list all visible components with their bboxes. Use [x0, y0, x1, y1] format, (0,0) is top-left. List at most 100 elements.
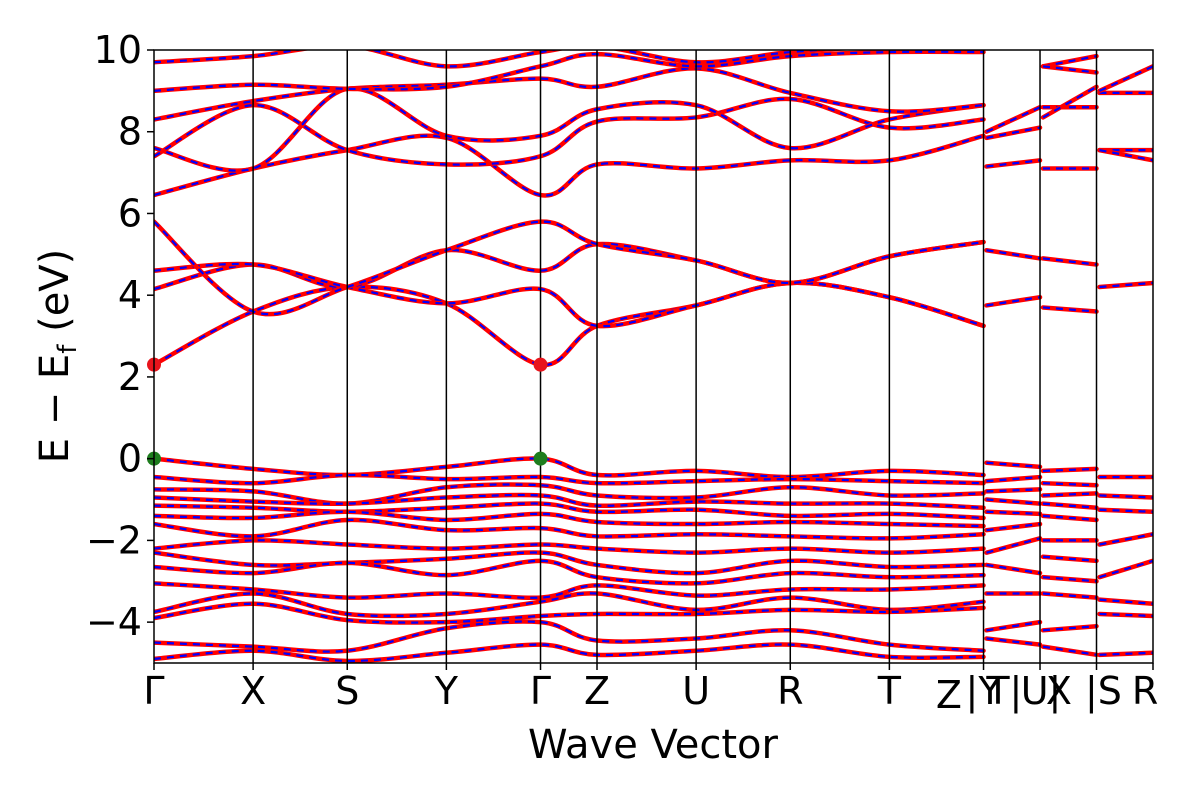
- conduction-band-22-spin-up: [1099, 281, 1153, 289]
- x-tick-label-6: U: [682, 669, 710, 713]
- valence-band-54-spin-up: [1042, 482, 1097, 487]
- x-tick-label-5: Z: [584, 669, 610, 713]
- y-tick-label-3: 2: [118, 355, 142, 399]
- valence-band-45-spin-up: [986, 498, 1041, 505]
- valence-band-40-spin-down: [154, 619, 986, 654]
- y-tick-label-5: 6: [118, 191, 142, 235]
- x-axis-title: Wave Vector: [528, 722, 779, 768]
- valence-band-65-spin-up: [1099, 494, 1153, 499]
- x-tick-label-2: S: [335, 669, 359, 713]
- x-tick-label-4: Γ: [530, 669, 551, 713]
- conduction-band-10-spin-up: [986, 296, 1041, 307]
- y-axis-title-main: E − E: [32, 354, 78, 464]
- conduction-band-19-spin-up: [1042, 85, 1098, 119]
- conduction-band-2-spin-up: [154, 262, 984, 328]
- conduction-band-7-spin-up: [154, 67, 984, 121]
- conduction-band-15-spin-up: [1042, 306, 1097, 313]
- valence-band-63-spin-up: [1042, 645, 1097, 656]
- valence-band-39-spin-up: [154, 602, 984, 624]
- x-tick-label-11: T|: [985, 669, 1022, 714]
- valence-band-29-spin-up: [154, 483, 984, 505]
- valence-band-51-spin-up: [986, 621, 1041, 632]
- y-tick-label-1: −2: [86, 518, 142, 562]
- x-tick-label-12: U|: [1021, 669, 1062, 714]
- kpoint-lines: [252, 50, 1098, 663]
- valence-band-28-spin-up: [154, 473, 984, 485]
- conduction-band-0-spin-up: [154, 281, 984, 366]
- conduction-band-21-spin-up: [1042, 65, 1097, 74]
- y-axis-ticks: −4 −2 0 2 4 6 8 10: [86, 28, 154, 644]
- valence-band-62-spin-up: [1042, 625, 1097, 632]
- valence-band-32-spin-up: [154, 510, 984, 528]
- valence-band-61-spin-up: [1042, 592, 1097, 599]
- x-tick-label-1: X: [240, 669, 266, 713]
- conduction-band-16-spin-up: [1042, 257, 1097, 266]
- valence-band-38-spin-down: [154, 591, 986, 619]
- valence-band-56-spin-up: [1042, 502, 1097, 509]
- x-tick-label-13: X: [1046, 669, 1072, 713]
- valence-band-60-spin-up: [1042, 576, 1097, 583]
- y-axis-title: E − Ef (eV): [32, 249, 83, 464]
- y-axis-title-subscript: f: [53, 344, 83, 354]
- valence-band-66-spin-up: [1099, 508, 1153, 513]
- valence-band-48-spin-up: [986, 537, 1041, 554]
- valence-band-67-spin-up: [1099, 533, 1153, 546]
- cbm-marker-1: [533, 357, 548, 372]
- valence-band-46-spin-up: [986, 510, 1041, 515]
- bands-layer: [154, 50, 1153, 663]
- x-tick-label-7: R: [777, 669, 803, 713]
- y-tick-label-0: −4: [86, 600, 142, 644]
- valence-band-57-spin-up: [1042, 514, 1097, 522]
- conduction-band-24-spin-up: [1099, 149, 1153, 162]
- y-tick-label-6: 8: [118, 110, 142, 154]
- valence-band-55-spin-up: [1042, 492, 1097, 497]
- valence-band-68-spin-up: [1099, 559, 1153, 579]
- valence-band-36-spin-up: [154, 559, 984, 585]
- valence-band-53-spin-up: [1042, 467, 1097, 473]
- conduction-band-2-spin-down: [154, 261, 986, 329]
- valence-band-34-spin-up: [154, 539, 984, 554]
- conduction-band-14-spin-up: [986, 106, 1041, 133]
- valence-band-47-spin-up: [986, 522, 1041, 532]
- x-tick-label-9: Z: [936, 673, 962, 717]
- conduction-band-4-spin-down: [154, 133, 986, 198]
- valence-band-43-spin-up: [986, 475, 1041, 483]
- conduction-band-3-spin-up: [154, 220, 984, 316]
- x-axis-ticks: Γ X S Y Γ Z U R T Z |YT|U|X |S R: [143, 663, 1158, 717]
- conduction-band-5-spin-up: [154, 97, 984, 166]
- x-tick-label-3: Y: [434, 669, 459, 713]
- x-tick-label-10: |Y: [966, 669, 1003, 714]
- x-tick-label-15: R: [1132, 669, 1158, 713]
- conduction-band-20-spin-up: [1042, 55, 1097, 68]
- conduction-band-26-spin-up: [1099, 65, 1153, 92]
- conduction-band-6-spin-up: [154, 87, 984, 172]
- valence-band-42-spin-up: [986, 461, 1041, 468]
- valence-band-31-spin-up: [154, 502, 984, 520]
- x-tick-label-8: T: [877, 669, 902, 713]
- conduction-band-12-spin-up: [986, 159, 1041, 168]
- vbm-marker-3: [533, 451, 548, 466]
- valence-band-35-spin-up: [154, 551, 984, 575]
- valence-band-69-spin-up: [1099, 598, 1153, 605]
- conduction-band-8-spin-up: [154, 50, 984, 92]
- valence-band-71-spin-up: [1099, 651, 1153, 656]
- conduction-band-0-spin-down: [154, 280, 986, 368]
- conduction-band-4-spin-up: [154, 134, 984, 197]
- valence-band-70-spin-up: [1099, 612, 1153, 618]
- valence-band-59-spin-up: [1042, 555, 1097, 562]
- valence-band-28-spin-down: [154, 472, 986, 486]
- valence-band-30-spin-up: [154, 493, 984, 509]
- valence-band-37-spin-up: [154, 582, 984, 599]
- x-tick-label-0: Γ: [143, 669, 164, 713]
- valence-band-52-spin-up: [986, 637, 1041, 646]
- x-tick-label-14: |S: [1085, 669, 1122, 714]
- plot-frame: [153, 49, 1154, 664]
- y-tick-label-7: 10: [94, 28, 142, 72]
- valence-band-44-spin-up: [986, 488, 1041, 493]
- valence-band-41-spin-up: [154, 643, 984, 663]
- valence-band-27-spin-up: [154, 457, 984, 479]
- y-tick-label-4: 4: [118, 273, 142, 317]
- valence-band-49-spin-up: [986, 563, 1041, 575]
- conduction-band-11-spin-up: [986, 249, 1041, 260]
